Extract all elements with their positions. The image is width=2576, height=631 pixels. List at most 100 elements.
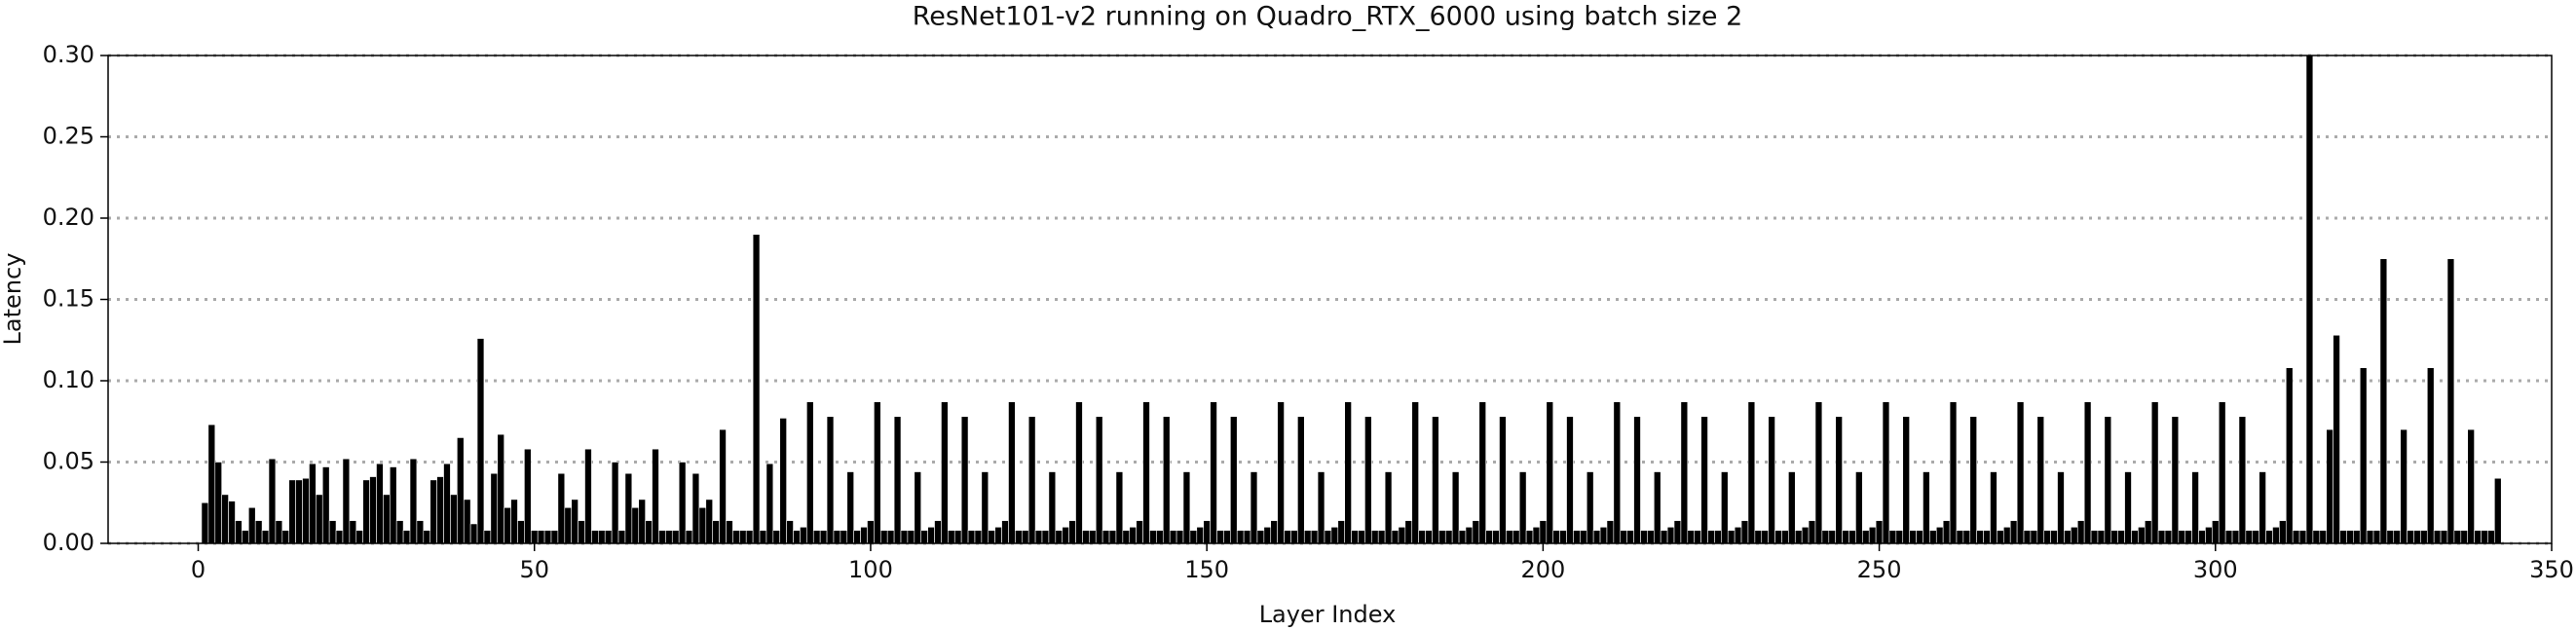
y-tick-label: 0.05 xyxy=(43,448,94,475)
bar xyxy=(853,530,861,544)
bar xyxy=(1673,520,1682,544)
bar xyxy=(275,520,283,544)
bar xyxy=(1895,530,1904,544)
bar xyxy=(2305,55,2314,544)
bar xyxy=(846,471,854,544)
bar xyxy=(2372,530,2381,544)
bar xyxy=(1916,530,1923,544)
bar xyxy=(429,479,437,544)
bar xyxy=(1089,530,1097,544)
bar xyxy=(638,499,646,544)
bar xyxy=(1136,520,1143,544)
bar xyxy=(1942,520,1951,544)
axes: 0.00 0.05 0.10 0.15 0.20 0.25 0.30 0 50 100 150 200… xyxy=(43,41,2574,583)
bar xyxy=(1451,471,1460,544)
bar xyxy=(652,448,659,544)
bar xyxy=(342,458,351,544)
bar xyxy=(1774,530,1782,544)
bar xyxy=(2224,530,2233,544)
bar xyxy=(1095,416,1103,544)
bar xyxy=(2292,530,2300,544)
bar xyxy=(719,428,727,544)
bar xyxy=(1129,526,1137,544)
bar xyxy=(1256,530,1265,544)
bar xyxy=(786,520,794,544)
bar xyxy=(1485,530,1493,544)
bar xyxy=(2150,401,2159,544)
bar xyxy=(920,530,928,544)
bar xyxy=(2205,526,2213,544)
bar xyxy=(2238,416,2247,544)
bar xyxy=(457,437,465,544)
bar xyxy=(1539,520,1548,544)
bar xyxy=(1351,530,1359,544)
bar xyxy=(302,477,310,544)
bar xyxy=(483,530,492,544)
x-tick-label: 150 xyxy=(1184,556,1229,583)
bar xyxy=(1055,530,1064,544)
bar xyxy=(1525,530,1534,544)
bar xyxy=(2076,520,2085,544)
bar xyxy=(402,530,411,544)
bar xyxy=(1842,530,1849,544)
bar xyxy=(1182,471,1191,544)
bar xyxy=(678,462,687,544)
bar xyxy=(1068,520,1076,544)
bar xyxy=(2379,258,2388,544)
y-tick-label: 0.30 xyxy=(43,41,94,68)
bar xyxy=(1062,526,1069,544)
bar xyxy=(1613,401,1622,544)
bar xyxy=(2453,530,2462,544)
bar xyxy=(2400,428,2408,544)
bar xyxy=(617,530,626,544)
bar xyxy=(1848,530,1856,544)
bar xyxy=(2003,526,2011,544)
bar xyxy=(900,530,909,544)
bar xyxy=(2191,471,2199,544)
bar xyxy=(698,506,707,544)
bar xyxy=(1210,401,1217,544)
x-tick-label: 0 xyxy=(191,556,205,583)
bar xyxy=(2252,530,2259,544)
bar xyxy=(1398,526,1406,544)
bar xyxy=(2433,530,2442,544)
bar xyxy=(416,520,425,544)
bar xyxy=(571,499,579,544)
bar xyxy=(1438,530,1446,544)
bar xyxy=(564,506,573,544)
bar xyxy=(1532,526,1541,544)
bar xyxy=(476,338,485,544)
bar xyxy=(1835,416,1843,544)
x-tick-label: 200 xyxy=(1520,556,1565,583)
bar xyxy=(800,526,807,544)
bar xyxy=(2285,367,2294,544)
bar xyxy=(423,530,431,544)
bar xyxy=(1223,530,1231,544)
x-tick-label: 350 xyxy=(2529,556,2574,583)
bar xyxy=(1647,530,1655,544)
bar xyxy=(1377,530,1386,544)
bar xyxy=(1694,530,1701,544)
bar xyxy=(2346,530,2354,544)
bar xyxy=(1115,471,1124,544)
bar xyxy=(793,530,801,544)
bar xyxy=(1983,530,1991,544)
x-tick-label: 50 xyxy=(519,556,549,583)
bar xyxy=(1976,530,1984,544)
bar xyxy=(2366,530,2374,544)
bar xyxy=(1082,530,1090,544)
bar xyxy=(665,530,673,544)
bar xyxy=(1801,526,1810,544)
bar xyxy=(235,520,243,544)
x-axis-label: Layer Index xyxy=(1259,601,1397,628)
bar xyxy=(598,530,606,544)
bar xyxy=(2413,530,2421,544)
y-tick-label: 0.20 xyxy=(43,204,94,231)
bar xyxy=(967,530,976,544)
bar xyxy=(1552,530,1560,544)
bar xyxy=(530,530,539,544)
bar xyxy=(1411,401,1419,544)
bar xyxy=(247,506,256,544)
bar xyxy=(268,458,277,544)
bar xyxy=(1404,520,1413,544)
